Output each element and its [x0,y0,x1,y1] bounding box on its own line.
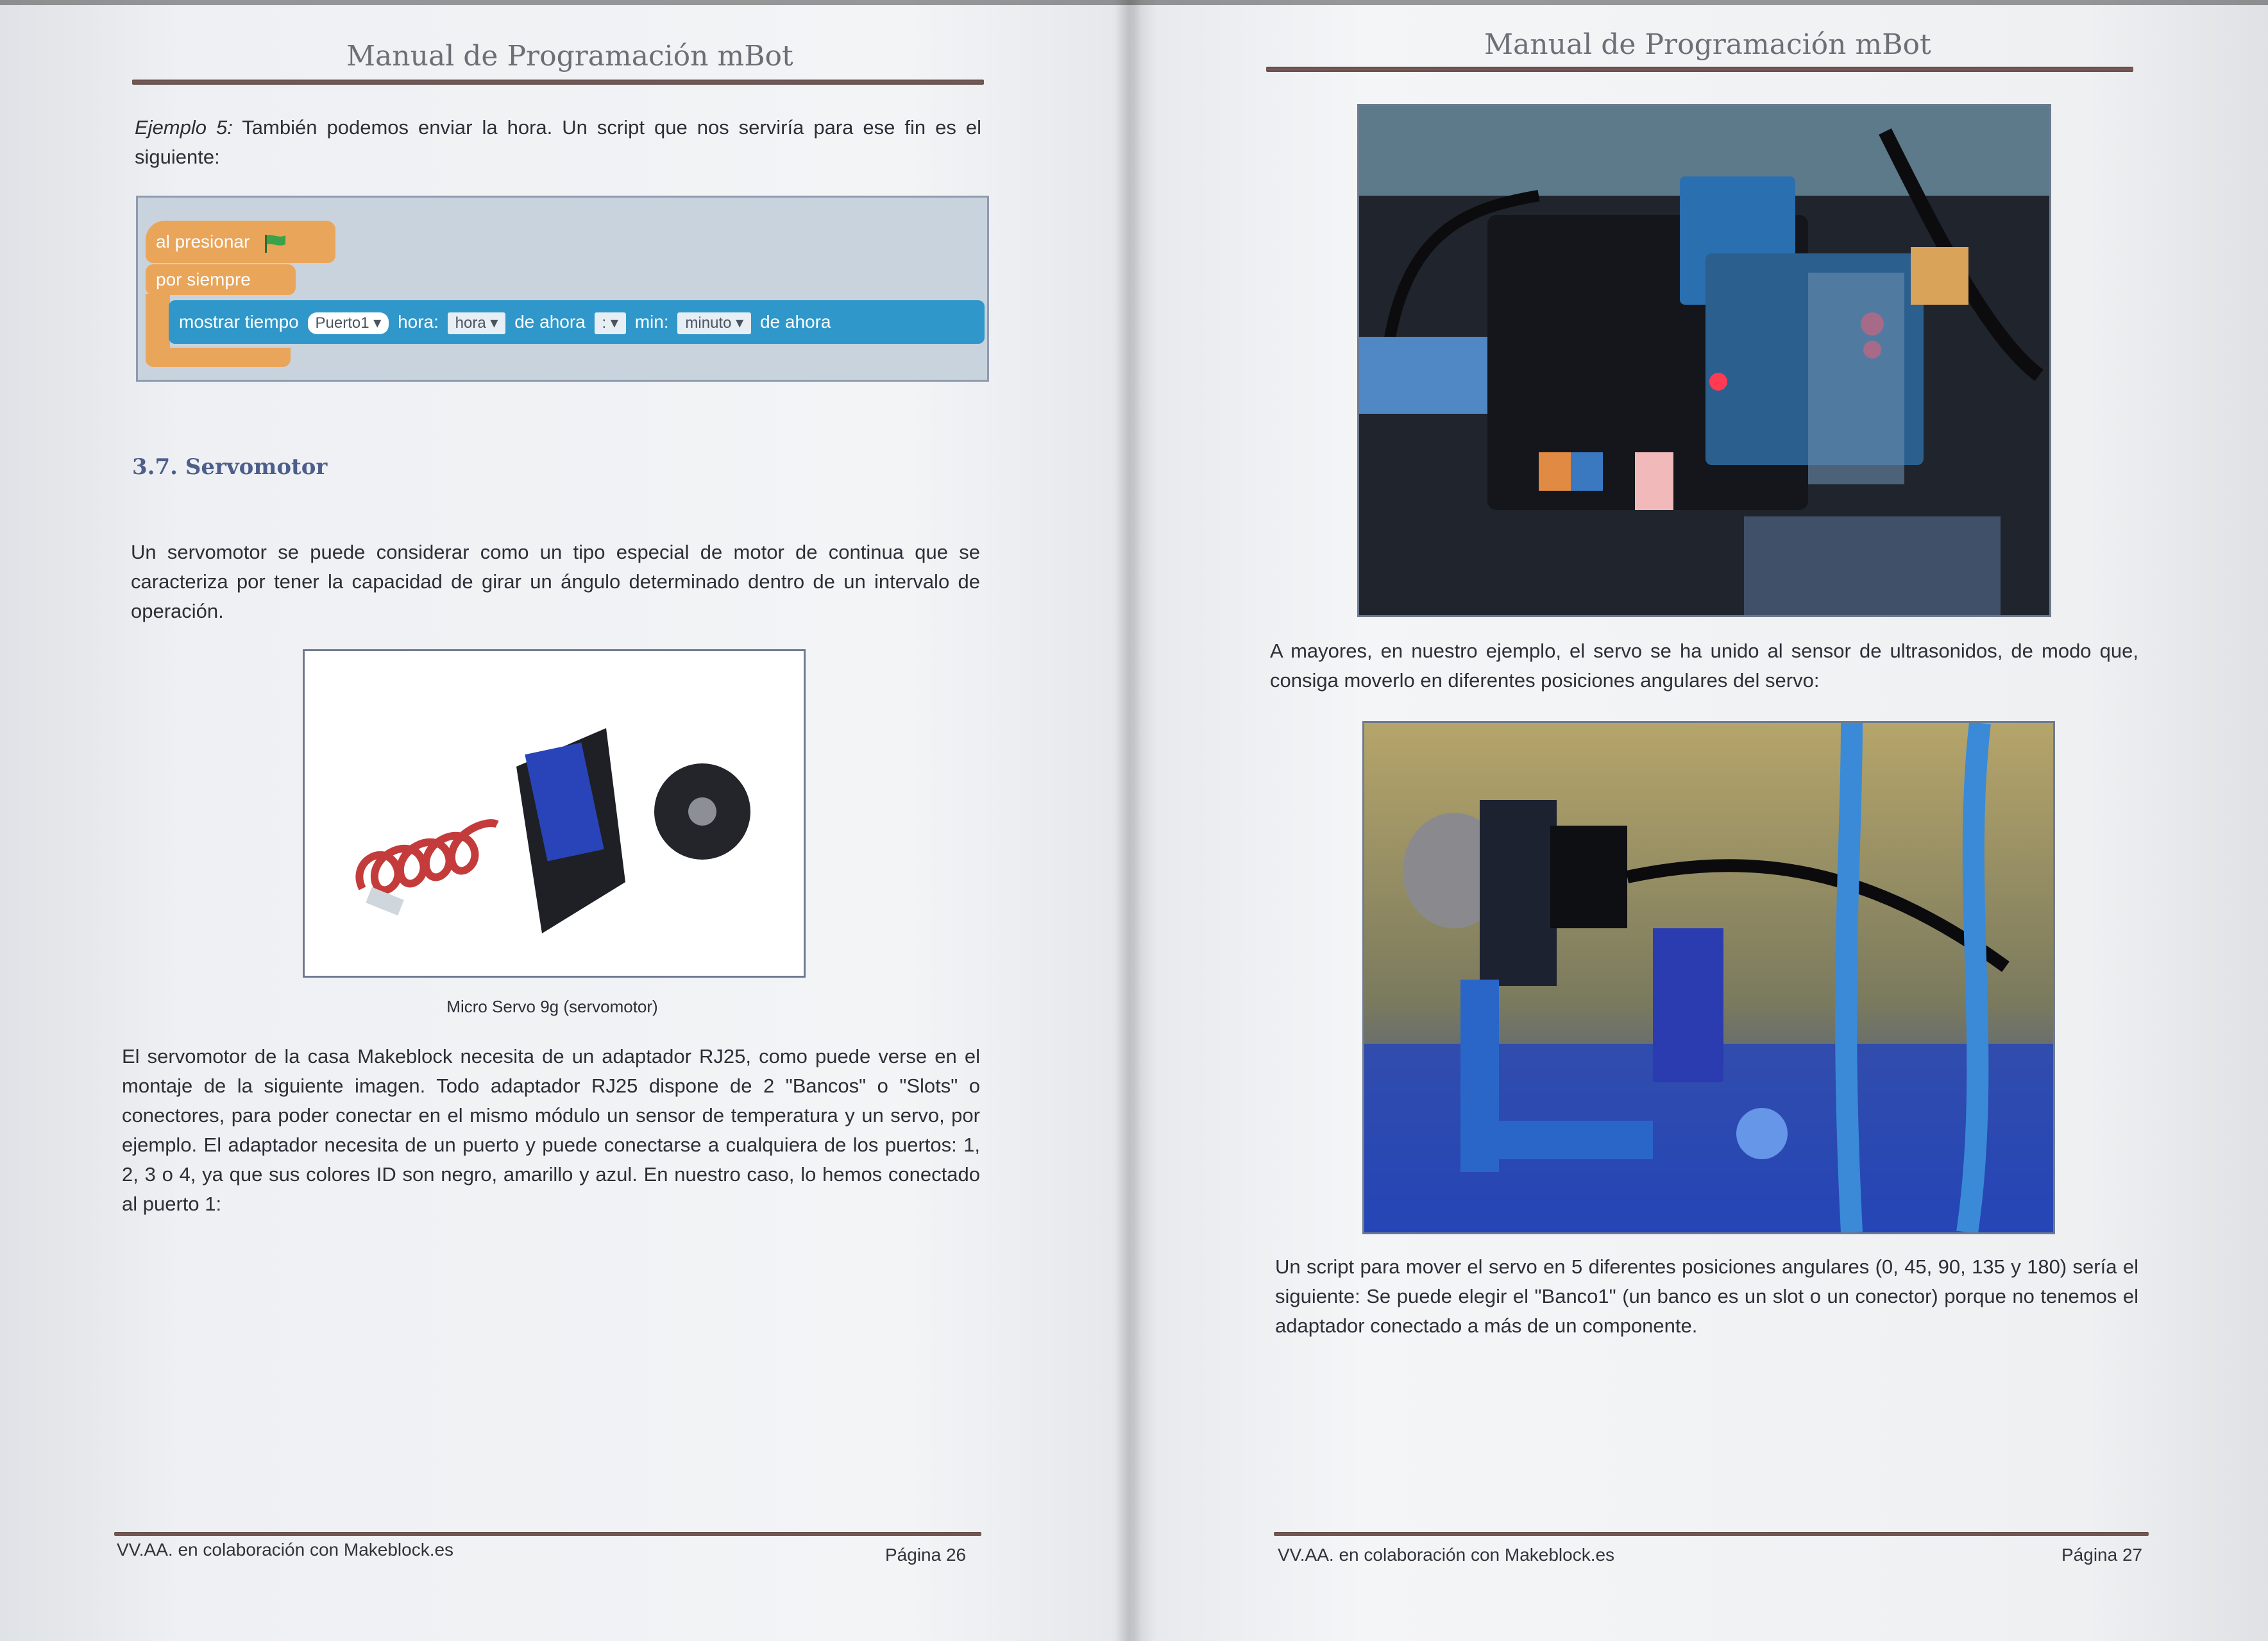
top-edge-shadow [0,0,2268,5]
example-paragraph: Ejemplo 5: También podemos enviar la hor… [135,113,981,172]
rj25-paragraph: El servomotor de la casa Makeblock neces… [122,1045,980,1215]
page-number: Página 27 [2061,1545,2143,1565]
show-time-block: mostrar tiempo Puerto1 ▾ hora: hora ▾ de… [169,300,985,344]
ultrasonic-paragraph: A mayores, en nuestro ejemplo, el servo … [1270,640,2138,692]
left-page: Manual de Programación mBot Ejemplo 5: T… [0,0,1129,1641]
page-number: Página 26 [885,1545,967,1565]
mbot-board-photo [1357,104,2051,617]
example-text: También podemos enviar la hora. Un scrip… [135,116,981,168]
forever-block-bottom [146,348,291,367]
minute-dropdown[interactable]: minuto ▾ [677,312,752,334]
section-title: 3.7. Servomotor [132,454,328,480]
show-time-label: mostrar tiempo [179,312,299,332]
micro-servo-image [305,651,804,976]
forever-block-label: por siempre [156,269,251,289]
footer-credits: VV.AA. en colaboración con Makeblock.es [117,1540,454,1560]
header-rule [1266,67,2133,72]
micro-servo-photo [303,649,806,978]
from-now-label-1: de ahora [514,312,586,332]
hat-block: al presionar [146,221,335,263]
book-gutter [1116,0,1142,1641]
separator-dropdown[interactable]: : ▾ [594,312,626,334]
right-page: Manual de Programación mBot [1129,0,2268,1641]
script-intro-paragraph: Un script para mover el servo en 5 difer… [1275,1255,2138,1337]
min-label: min: [634,312,669,332]
script-image: al presionar por siempre mostrar tiempo … [136,196,989,382]
footer-credits: VV.AA. en colaboración con Makeblock.es [1278,1545,1615,1565]
hat-block-label: al presionar [156,232,250,251]
header-title: Manual de Programación mBot [346,40,793,72]
header-rule [132,80,984,85]
example-label: Ejemplo 5: [135,116,233,139]
header-title: Manual de Programación mBot [1484,28,1931,61]
footer-rule [114,1532,981,1536]
port-dropdown[interactable]: Puerto1 ▾ [307,312,389,334]
from-now-label-2: de ahora [759,312,831,332]
footer-rule [1274,1532,2149,1536]
servo-ultrasonic-image [1364,723,2053,1232]
servo-ultrasonic-photo [1362,721,2055,1234]
green-flag-icon [265,234,286,253]
figure-caption: Micro Servo 9g (servomotor) [446,997,658,1016]
mbot-board-image [1359,106,2049,615]
hour-dropdown[interactable]: hora ▾ [447,312,506,334]
hour-label: hora: [398,312,439,332]
servo-intro-paragraph: Un servomotor se puede considerar como u… [131,541,980,622]
forever-block: por siempre [146,264,296,295]
